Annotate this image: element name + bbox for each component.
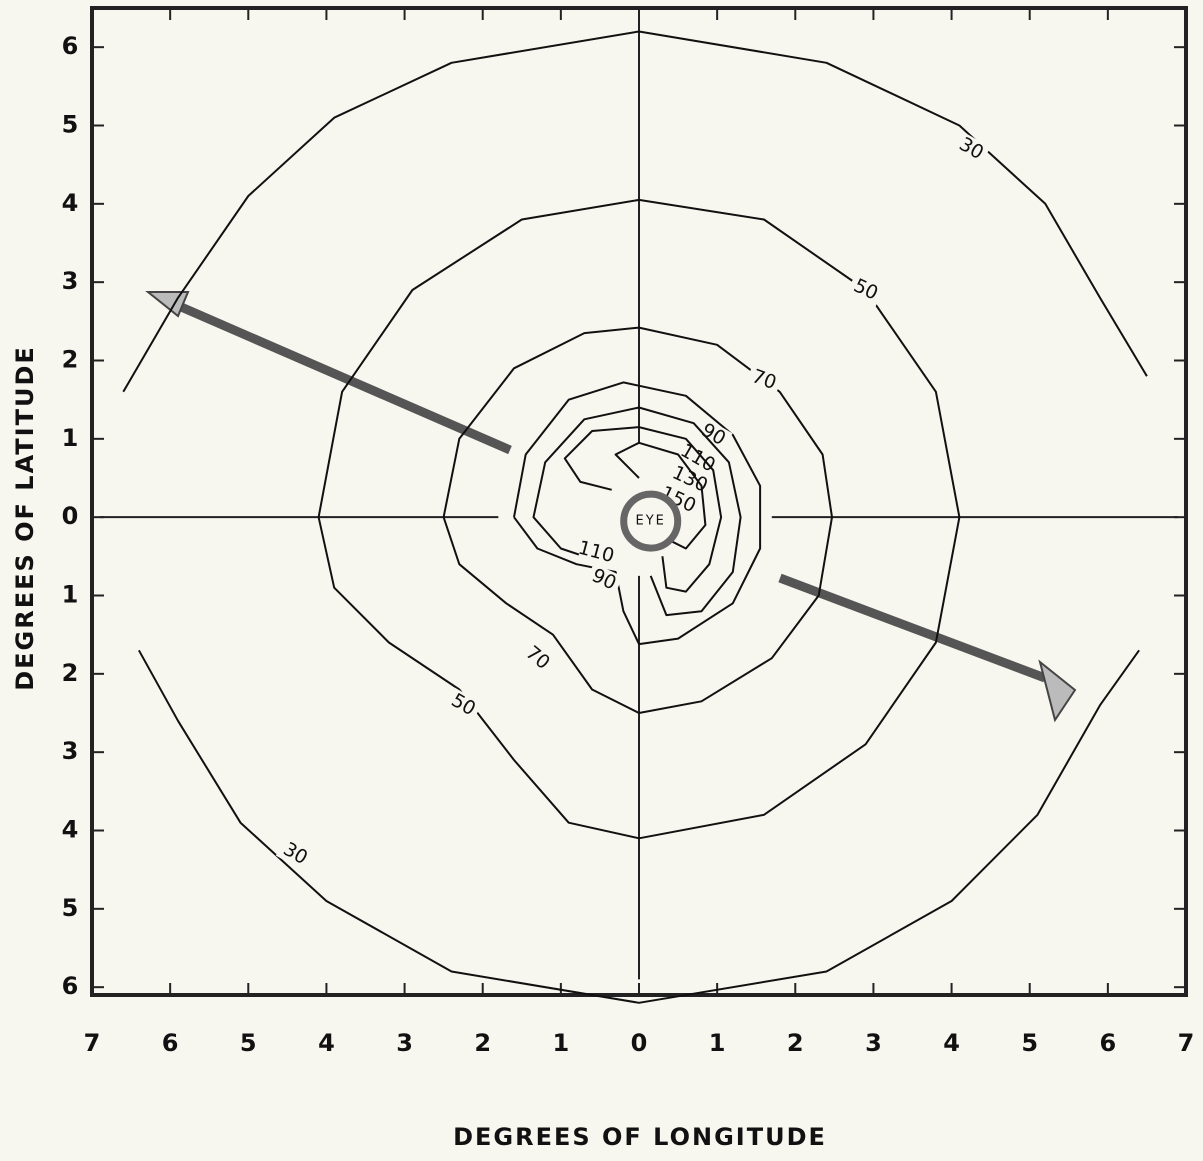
- x-tick-label: 1: [553, 1029, 570, 1057]
- x-axis-title: DEGREES OF LONGITUDE: [453, 1123, 827, 1151]
- y-tick-label: 6: [62, 972, 79, 1000]
- contour-label: 50: [443, 687, 483, 723]
- x-tick-label: 7: [1178, 1029, 1195, 1057]
- label-bg: [275, 836, 315, 872]
- x-tick-label: 4: [943, 1029, 960, 1057]
- y-tick-label: 6: [62, 32, 79, 60]
- x-tick-label: 0: [631, 1029, 648, 1057]
- arrow-head: [1038, 659, 1077, 723]
- x-tick-label: 7: [84, 1029, 101, 1057]
- contour-line: [122, 30, 1148, 1004]
- contour-line: [532, 406, 742, 617]
- contour-label-text: 110: [576, 537, 617, 568]
- contour-label-text: 70: [521, 642, 554, 674]
- eye: [620, 490, 682, 552]
- y-tick-label: 1: [62, 424, 79, 452]
- x-tick-label: 2: [787, 1029, 804, 1057]
- x-tick-label: 3: [396, 1029, 413, 1057]
- contour-label: 50: [846, 273, 885, 307]
- y-tick-label: 3: [62, 737, 79, 765]
- label-bg: [584, 563, 623, 597]
- label-bg: [693, 417, 733, 453]
- label-bg: [670, 462, 709, 497]
- y-tick-label: 5: [62, 111, 79, 139]
- x-tick-label: 6: [1100, 1029, 1117, 1057]
- y-tick-label: 4: [62, 189, 79, 217]
- arrow-shaft: [778, 573, 1047, 683]
- contour-label: 110: [576, 537, 617, 568]
- label-bg: [658, 483, 698, 517]
- label-bg: [951, 131, 991, 167]
- x-tick-label: 4: [318, 1029, 335, 1057]
- x-tick-label: 2: [474, 1029, 491, 1057]
- contour-label: 70: [518, 639, 557, 677]
- contour-line: [614, 441, 707, 550]
- label-bg: [846, 273, 885, 307]
- label-bg: [577, 537, 615, 568]
- contour-label: 30: [951, 131, 991, 167]
- contour-line: [317, 198, 961, 840]
- arrow-shaft: [170, 298, 512, 455]
- y-tick-label: 5: [62, 894, 79, 922]
- label-bg: [745, 364, 783, 396]
- x-tick-label: 3: [865, 1029, 882, 1057]
- x-tick-label: 6: [162, 1029, 179, 1057]
- y-tick-label: 2: [62, 346, 79, 374]
- label-bg: [443, 687, 483, 723]
- arrow-head: [145, 291, 190, 318]
- y-tick-label: 4: [62, 816, 79, 844]
- y-axis-title: DEGREES OF LATITUDE: [11, 345, 39, 691]
- x-tick-label: 5: [1021, 1029, 1038, 1057]
- contour-line: [563, 426, 723, 593]
- y-tick-label: 0: [62, 502, 79, 530]
- y-tick-label: 3: [62, 267, 79, 295]
- arrows: [145, 291, 1077, 723]
- y-tick-label: 1: [62, 581, 79, 609]
- label-bg: [678, 440, 717, 476]
- label-bg: [518, 639, 557, 677]
- eye-label: EYE: [636, 514, 666, 529]
- x-tick-label: 1: [709, 1029, 726, 1057]
- x-tick-label: 5: [240, 1029, 257, 1057]
- contour-line: [442, 326, 833, 714]
- contour-label: 30: [275, 836, 315, 872]
- y-tick-label: 2: [62, 659, 79, 687]
